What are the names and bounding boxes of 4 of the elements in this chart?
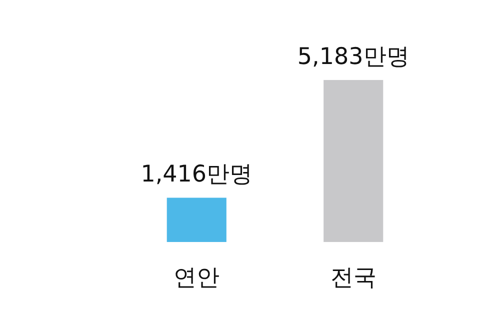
data-label: 5,183만명 [297, 44, 410, 70]
x-tick-label: 연안 [174, 265, 220, 291]
data-label: 1,416만명 [140, 162, 253, 188]
x-tick-label: 전국 [330, 265, 376, 291]
